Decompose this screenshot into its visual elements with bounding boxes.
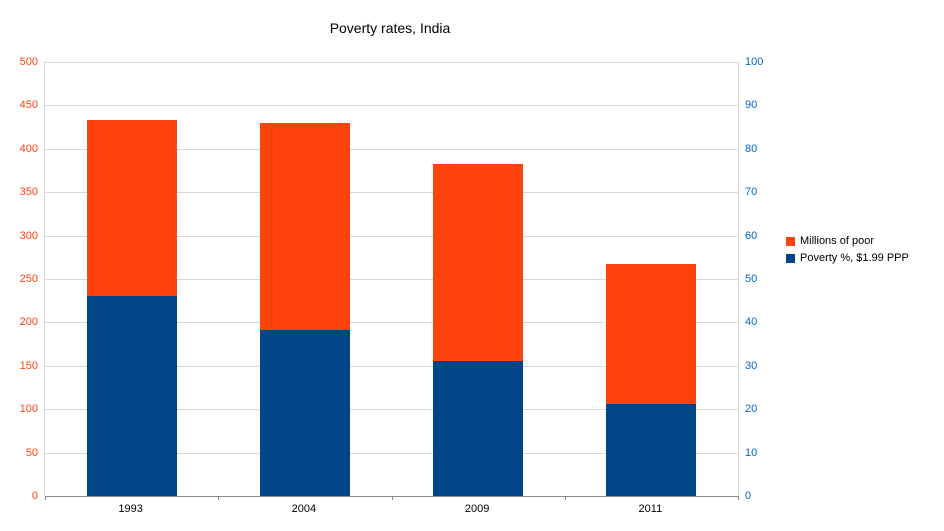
gridline xyxy=(45,322,738,324)
left-axis-tick-label: 250 xyxy=(19,273,38,285)
legend-item: Millions of poor xyxy=(786,235,909,247)
right-axis-tick-label: 40 xyxy=(745,316,758,329)
bar-segment-millions-of-poor xyxy=(259,122,350,331)
axis-tick xyxy=(45,496,46,500)
bar-segment-millions-of-poor xyxy=(86,120,177,297)
gridline xyxy=(45,148,738,150)
right-axis-tick-label: 50 xyxy=(745,273,758,285)
axis-tick xyxy=(391,496,393,500)
x-axis-category-label: 2004 xyxy=(291,503,317,515)
legend-swatch xyxy=(786,253,795,263)
gridline xyxy=(45,105,738,107)
right-axis-tick-label: 30 xyxy=(745,359,758,372)
right-axis-tick-label: 20 xyxy=(745,403,758,416)
right-axis-tick-label: 70 xyxy=(745,186,758,199)
gridline xyxy=(45,365,738,367)
left-axis-tick-label: 350 xyxy=(19,186,38,199)
right-axis-tick-label: 10 xyxy=(745,446,758,459)
legend-label: Millions of poor xyxy=(800,235,874,247)
right-axis-tick-label: 0 xyxy=(745,490,752,502)
gridline xyxy=(45,452,738,454)
left-axis-tick-label: 0 xyxy=(31,490,38,502)
left-axis-tick-label: 300 xyxy=(19,229,38,242)
axis-tick xyxy=(218,496,220,500)
gridline xyxy=(45,62,738,63)
bar-segment-millions-of-poor xyxy=(606,264,697,404)
chart-title: Poverty rates, India xyxy=(329,20,451,36)
right-axis-tick-label: 100 xyxy=(745,56,764,68)
gridline xyxy=(45,279,738,280)
gridline xyxy=(45,192,738,194)
x-axis-category-label: 1993 xyxy=(118,503,143,515)
bar-segment-poverty-pct xyxy=(433,361,524,496)
left-axis-tick-label: 500 xyxy=(19,56,38,68)
plot-area xyxy=(44,62,739,500)
legend-label: Poverty %, $1.99 PPP xyxy=(800,252,909,264)
left-axis-tick-label: 200 xyxy=(19,316,38,329)
bar-segment-poverty-pct xyxy=(86,296,177,496)
bar-segment-poverty-pct xyxy=(259,330,350,496)
axis-tick xyxy=(738,496,739,500)
bar-segment-millions-of-poor xyxy=(433,163,524,362)
left-axis-tick-label: 400 xyxy=(19,142,38,155)
left-axis-tick-label: 450 xyxy=(19,99,38,112)
gridline xyxy=(45,409,738,411)
x-axis-category-label: 2009 xyxy=(464,503,490,515)
left-axis-tick-label: 50 xyxy=(25,446,38,459)
right-axis-tick-label: 90 xyxy=(745,99,758,112)
right-axis-tick-label: 80 xyxy=(745,142,758,155)
right-axis-tick-label: 60 xyxy=(745,229,758,242)
bar-segment-poverty-pct xyxy=(606,404,697,496)
legend-item: Poverty %, $1.99 PPP xyxy=(786,252,909,264)
gridline xyxy=(45,235,738,237)
left-axis-tick-label: 150 xyxy=(19,359,38,372)
legend: Millions of poor Poverty %, $1.99 PPP xyxy=(786,235,909,269)
axis-tick xyxy=(564,496,566,500)
x-axis-category-label: 2011 xyxy=(638,503,663,515)
legend-swatch xyxy=(786,236,795,246)
left-axis-tick-label: 100 xyxy=(19,403,38,416)
